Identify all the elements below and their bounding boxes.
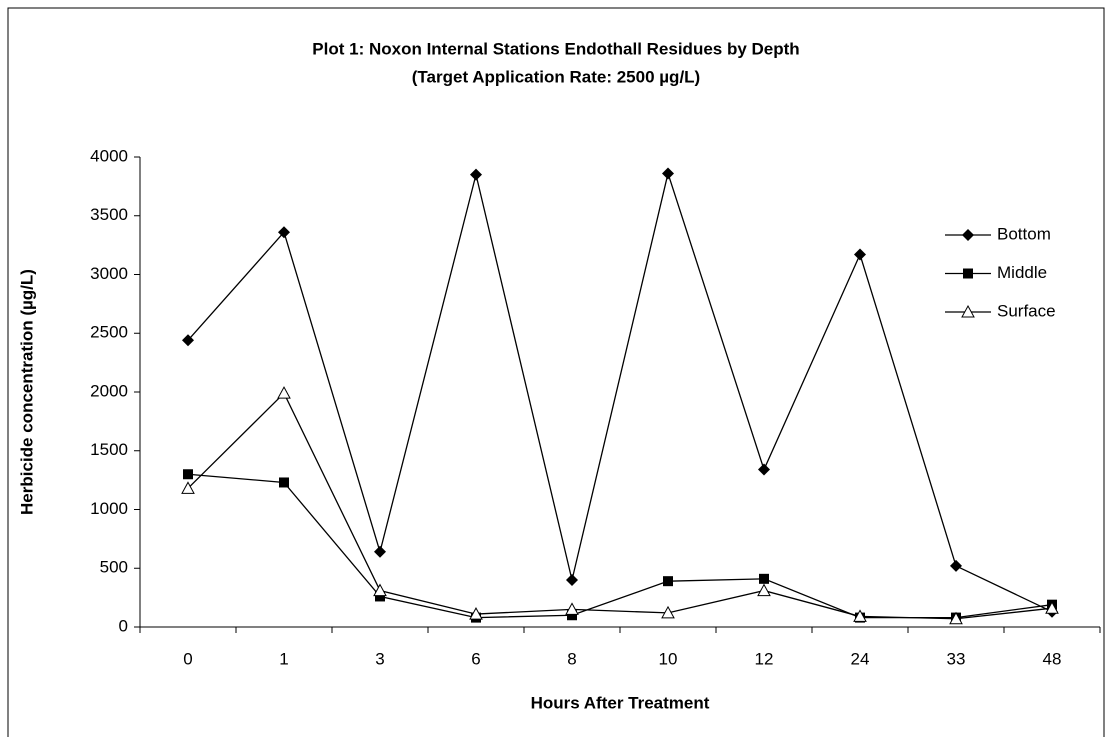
y-axis-label: Herbicide concentration (µg/L) xyxy=(17,269,36,515)
marker xyxy=(566,574,578,586)
y-tick-label: 3500 xyxy=(90,205,128,224)
y-tick-label: 4000 xyxy=(90,146,128,165)
x-tick-label: 3 xyxy=(375,649,384,668)
marker xyxy=(279,477,289,488)
x-tick-label: 12 xyxy=(755,649,774,668)
x-tick-label: 0 xyxy=(183,649,192,668)
marker xyxy=(758,463,770,476)
marker xyxy=(949,611,963,625)
chart-subtitle: (Target Application Rate: 2500 µg/L) xyxy=(412,67,700,86)
y-tick-label: 1000 xyxy=(90,499,128,518)
x-tick-label: 1 xyxy=(279,649,288,668)
marker xyxy=(565,602,579,615)
x-tick-label: 24 xyxy=(851,649,870,668)
marker xyxy=(662,167,674,180)
marker xyxy=(854,248,866,261)
y-tick-label: 2500 xyxy=(90,323,128,342)
y-tick-label: 2000 xyxy=(90,381,128,400)
legend-label: Bottom xyxy=(997,224,1051,243)
marker xyxy=(470,168,482,181)
marker xyxy=(963,268,973,279)
marker xyxy=(374,545,386,558)
x-tick-label: 48 xyxy=(1043,649,1062,668)
marker xyxy=(278,226,290,239)
x-axis-label: Hours After Treatment xyxy=(531,693,710,712)
marker xyxy=(277,386,291,399)
y-tick-label: 0 xyxy=(119,616,128,635)
marker xyxy=(375,591,385,602)
legend-label: Surface xyxy=(997,301,1056,320)
marker xyxy=(962,229,974,241)
marker xyxy=(853,609,867,622)
chart-border xyxy=(7,7,1105,737)
x-tick-label: 10 xyxy=(659,649,678,668)
y-tick-label: 1500 xyxy=(90,440,128,459)
y-tick-label: 500 xyxy=(100,558,128,577)
line xyxy=(187,171,1053,613)
marker xyxy=(469,607,483,620)
marker xyxy=(183,469,193,480)
x-tick-label: 33 xyxy=(947,649,966,668)
marker xyxy=(181,481,195,494)
marker xyxy=(1045,601,1059,614)
marker xyxy=(663,576,673,587)
chart-title: Plot 1: Noxon Internal Stations Endothal… xyxy=(312,39,799,58)
x-tick-label: 6 xyxy=(471,649,480,668)
x-tick-label: 8 xyxy=(567,649,576,668)
marker xyxy=(961,304,975,318)
marker xyxy=(759,573,769,584)
marker xyxy=(567,610,577,621)
legend-label: Middle xyxy=(997,263,1047,282)
marker xyxy=(757,583,771,597)
marker xyxy=(950,559,962,572)
marker xyxy=(661,605,675,619)
marker xyxy=(373,583,387,597)
line xyxy=(187,392,1053,620)
marker xyxy=(182,334,194,347)
y-tick-label: 3000 xyxy=(90,264,128,283)
